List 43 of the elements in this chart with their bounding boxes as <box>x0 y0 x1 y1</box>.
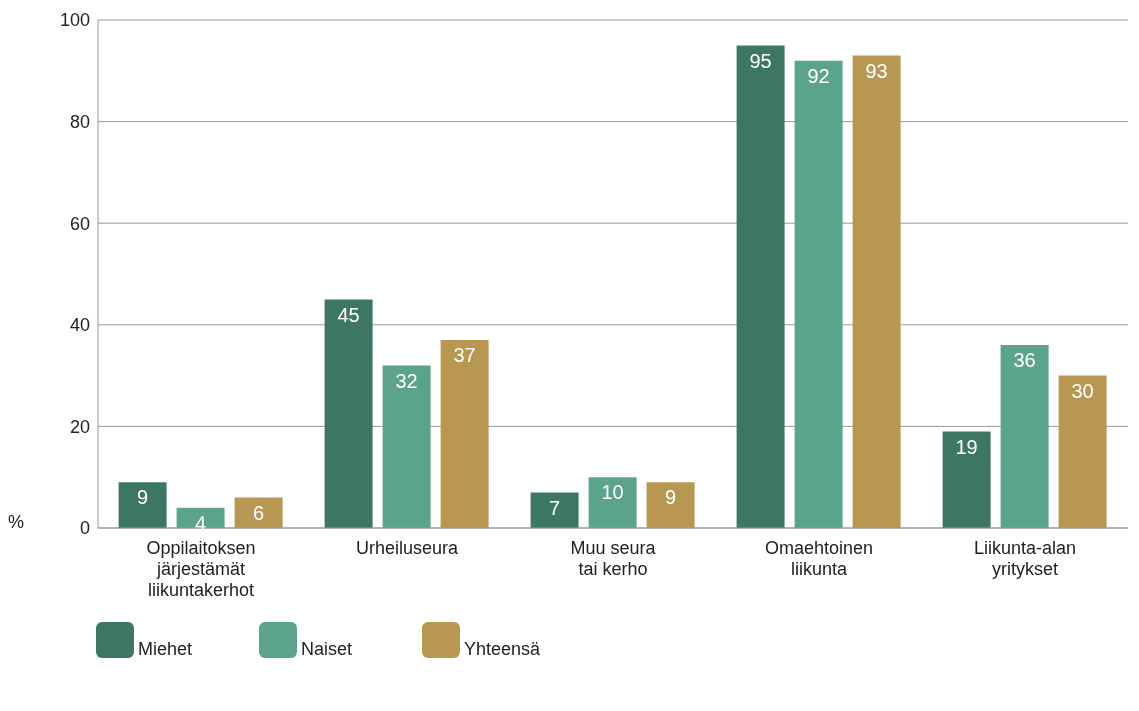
bar <box>118 482 167 528</box>
bar <box>382 365 431 528</box>
data-label: 9 <box>137 486 149 509</box>
y-tick-label: 20 <box>69 416 90 437</box>
bar <box>794 60 843 528</box>
bar <box>1058 375 1107 528</box>
data-label: 6 <box>253 501 265 524</box>
data-label: 32 <box>395 369 418 392</box>
bar <box>324 299 373 528</box>
data-label: 95 <box>749 49 772 72</box>
x-tick-label: Liikunta-alan yritykset <box>973 538 1077 579</box>
data-label: 10 <box>601 481 624 504</box>
y-tick-label: 40 <box>69 315 90 336</box>
bar <box>646 482 695 528</box>
data-label: 7 <box>549 496 561 519</box>
data-label: 19 <box>955 435 978 458</box>
y-tick-label: 100 <box>59 10 90 31</box>
x-tick-label: Muu seura tai kerho <box>570 538 657 579</box>
y-tick-label: 60 <box>69 213 90 234</box>
data-label: 36 <box>1013 349 1036 372</box>
bar <box>1000 345 1049 528</box>
data-label: 30 <box>1071 379 1094 402</box>
y-axis-title: % <box>8 512 25 532</box>
data-label: 37 <box>453 344 476 367</box>
bar <box>942 431 991 528</box>
bar <box>852 55 901 528</box>
bar <box>530 492 579 528</box>
bar <box>588 477 637 528</box>
data-label: 92 <box>807 64 830 87</box>
data-label: 4 <box>195 511 207 534</box>
data-label: 45 <box>337 303 360 326</box>
y-tick-label: 0 <box>79 518 90 539</box>
x-tick-label: Oppilaitoksen järjestämät liikuntakerhot <box>146 538 256 600</box>
data-label: 9 <box>665 486 677 509</box>
data-label: 93 <box>865 59 888 82</box>
x-tick-label: Urheiluseura <box>355 538 460 558</box>
x-tick-label: Omaehtoinen liikunta <box>764 538 874 579</box>
bar <box>736 45 785 528</box>
legend-label: Miehet <box>138 639 193 659</box>
legend-label: Naiset <box>301 639 353 659</box>
y-tick-label: 80 <box>69 111 90 132</box>
legend-label: Yhteensä <box>464 639 541 659</box>
bar <box>440 340 489 528</box>
